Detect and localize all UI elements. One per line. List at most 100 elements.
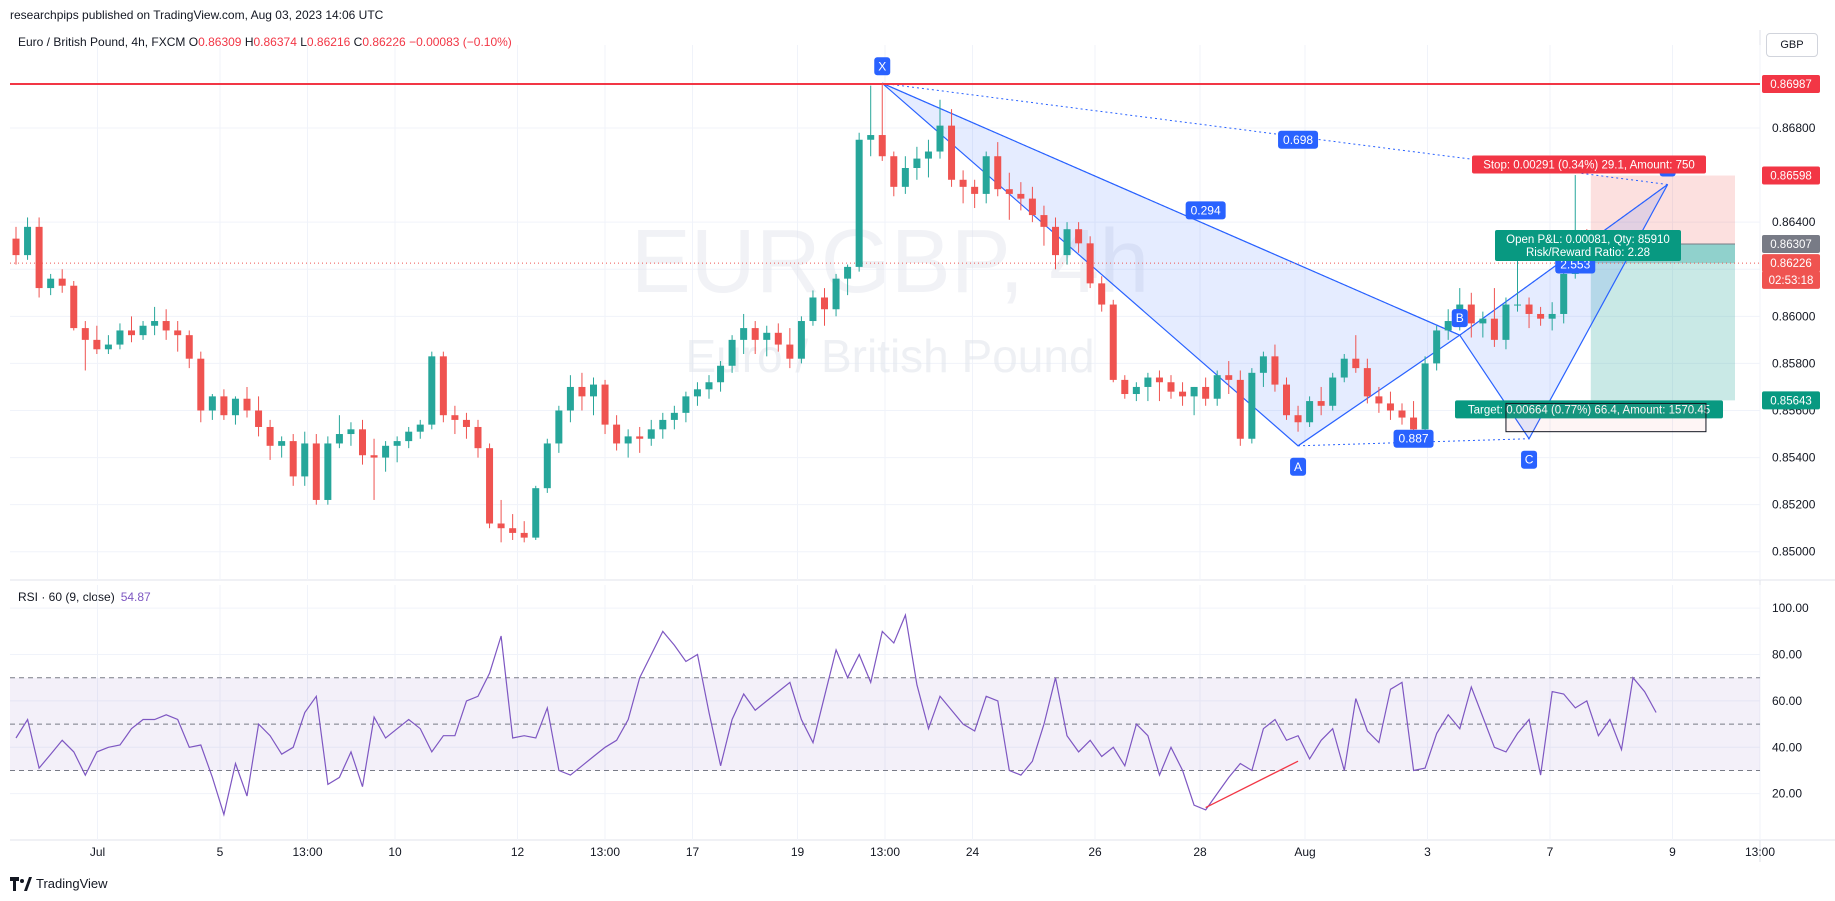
candle-body [1560, 273, 1568, 314]
candle-body [1502, 304, 1510, 340]
candle-body [1479, 318, 1487, 324]
rsi-band [10, 677, 1760, 771]
symbol-name[interactable]: Euro / British Pound, 4h, FXCM [18, 35, 186, 49]
ratio-box [1555, 255, 1596, 274]
candle-body [1202, 386, 1210, 399]
candle-body [844, 266, 852, 279]
pattern-ratio-line [1298, 438, 1530, 447]
rr-label: Risk/Reward Ratio: 2.28 [1526, 247, 1650, 259]
candle-body [647, 429, 655, 439]
candle-body [1155, 377, 1163, 383]
candle-body [971, 186, 979, 194]
ratio-label: 0.698 [1283, 133, 1313, 147]
candle-body [601, 384, 609, 425]
pattern-point-box [1521, 450, 1538, 469]
candle-body [405, 431, 413, 442]
time-tick-label: 5 [217, 845, 224, 859]
price-axis-tag [1762, 254, 1820, 273]
change-value: −0.00083 (−0.10%) [409, 35, 512, 49]
time-tick-label: 17 [686, 845, 700, 859]
candle-body [1063, 229, 1071, 256]
price-tick-label: 0.85000 [1772, 545, 1816, 559]
candle-body [462, 419, 470, 427]
candle-body [139, 325, 147, 336]
price-axis-tag-label: 02:53:18 [1769, 275, 1814, 287]
candle-body [682, 396, 690, 413]
candle-body [312, 443, 320, 500]
candle-body [93, 339, 101, 350]
candle-body [1421, 363, 1429, 430]
candle-body [197, 358, 205, 411]
candle-body [994, 156, 1002, 190]
candle-body [116, 330, 124, 345]
candle-body [624, 436, 632, 444]
candle-body [543, 443, 551, 489]
candle-body [1017, 193, 1025, 199]
candle-body [278, 441, 286, 446]
time-tick-label: Aug [1294, 845, 1315, 859]
candle-body [255, 410, 263, 427]
candle-body [590, 384, 597, 397]
rsi-divergence-line [1205, 760, 1299, 809]
stop-zone [1590, 175, 1735, 245]
candle-body [416, 424, 424, 432]
candle-body [1144, 377, 1152, 387]
candle-body [1167, 382, 1175, 392]
price-axis-tag-label: 0.86307 [1770, 239, 1812, 251]
rsi-tick-label: 20.00 [1772, 787, 1802, 801]
price-tick-label: 0.85600 [1772, 403, 1816, 417]
candle-body [693, 389, 701, 397]
pattern-point-box [1451, 309, 1468, 328]
candle-body [1317, 401, 1325, 406]
candle-body [670, 412, 678, 420]
ratio-box [1393, 429, 1434, 448]
candle-body [359, 429, 366, 456]
candle-body [324, 443, 332, 500]
candle-body [289, 441, 297, 477]
candle-body [243, 398, 251, 411]
stop-label: Stop: 0.00291 (0.34%) 29.1, Amount: 750 [1483, 160, 1695, 172]
price-tick-label: 0.86000 [1772, 309, 1816, 323]
candle-body [982, 156, 990, 194]
pattern-point-box [1659, 158, 1676, 177]
candle-body [1213, 375, 1221, 399]
candle-body [924, 151, 932, 159]
currency-button[interactable]: GBP [1766, 33, 1818, 57]
price-axis-tag [1762, 74, 1820, 93]
candle-body [520, 532, 528, 538]
candle-body [1571, 243, 1579, 274]
candle-body [763, 332, 771, 340]
candle-body [1109, 304, 1117, 380]
candle-body [1490, 318, 1498, 340]
open-value: 0.86309 [198, 35, 242, 49]
close-label: C [353, 35, 363, 49]
candle-body [35, 226, 43, 289]
candle-body [578, 386, 586, 397]
time-tick-label: 19 [791, 845, 805, 859]
target-label: Target: 0.00664 (0.77%) 66.4, Amount: 15… [1468, 404, 1710, 416]
rsi-label-text: RSI · 60 (9, close) [18, 590, 115, 604]
candle-body [659, 419, 667, 430]
candle-body [1525, 304, 1533, 314]
candle-body [1271, 356, 1279, 385]
target-zone [1590, 244, 1735, 401]
candle-body [959, 179, 967, 187]
candle-body [474, 426, 482, 449]
pnl-label-box [1495, 230, 1681, 262]
price-axis-tag [1762, 235, 1820, 254]
pattern-point-label: B [1456, 311, 1464, 325]
pnl-label: Open P&L: 0.00081, Qty: 85910 [1506, 234, 1670, 246]
candle-body [1340, 358, 1348, 378]
rsi-tick-label: 40.00 [1772, 740, 1802, 754]
candle-body [566, 386, 574, 411]
pattern-point-box [874, 57, 891, 76]
tradingview-logo-icon[interactable] [10, 876, 32, 891]
low-value: 0.86216 [306, 35, 351, 49]
candle-body [382, 445, 390, 458]
time-tick-label: 28 [1193, 845, 1207, 859]
candle-body [12, 238, 20, 256]
candle-body [128, 330, 135, 336]
pattern-xab-triangle [881, 82, 1461, 447]
candle-body [1225, 375, 1233, 380]
